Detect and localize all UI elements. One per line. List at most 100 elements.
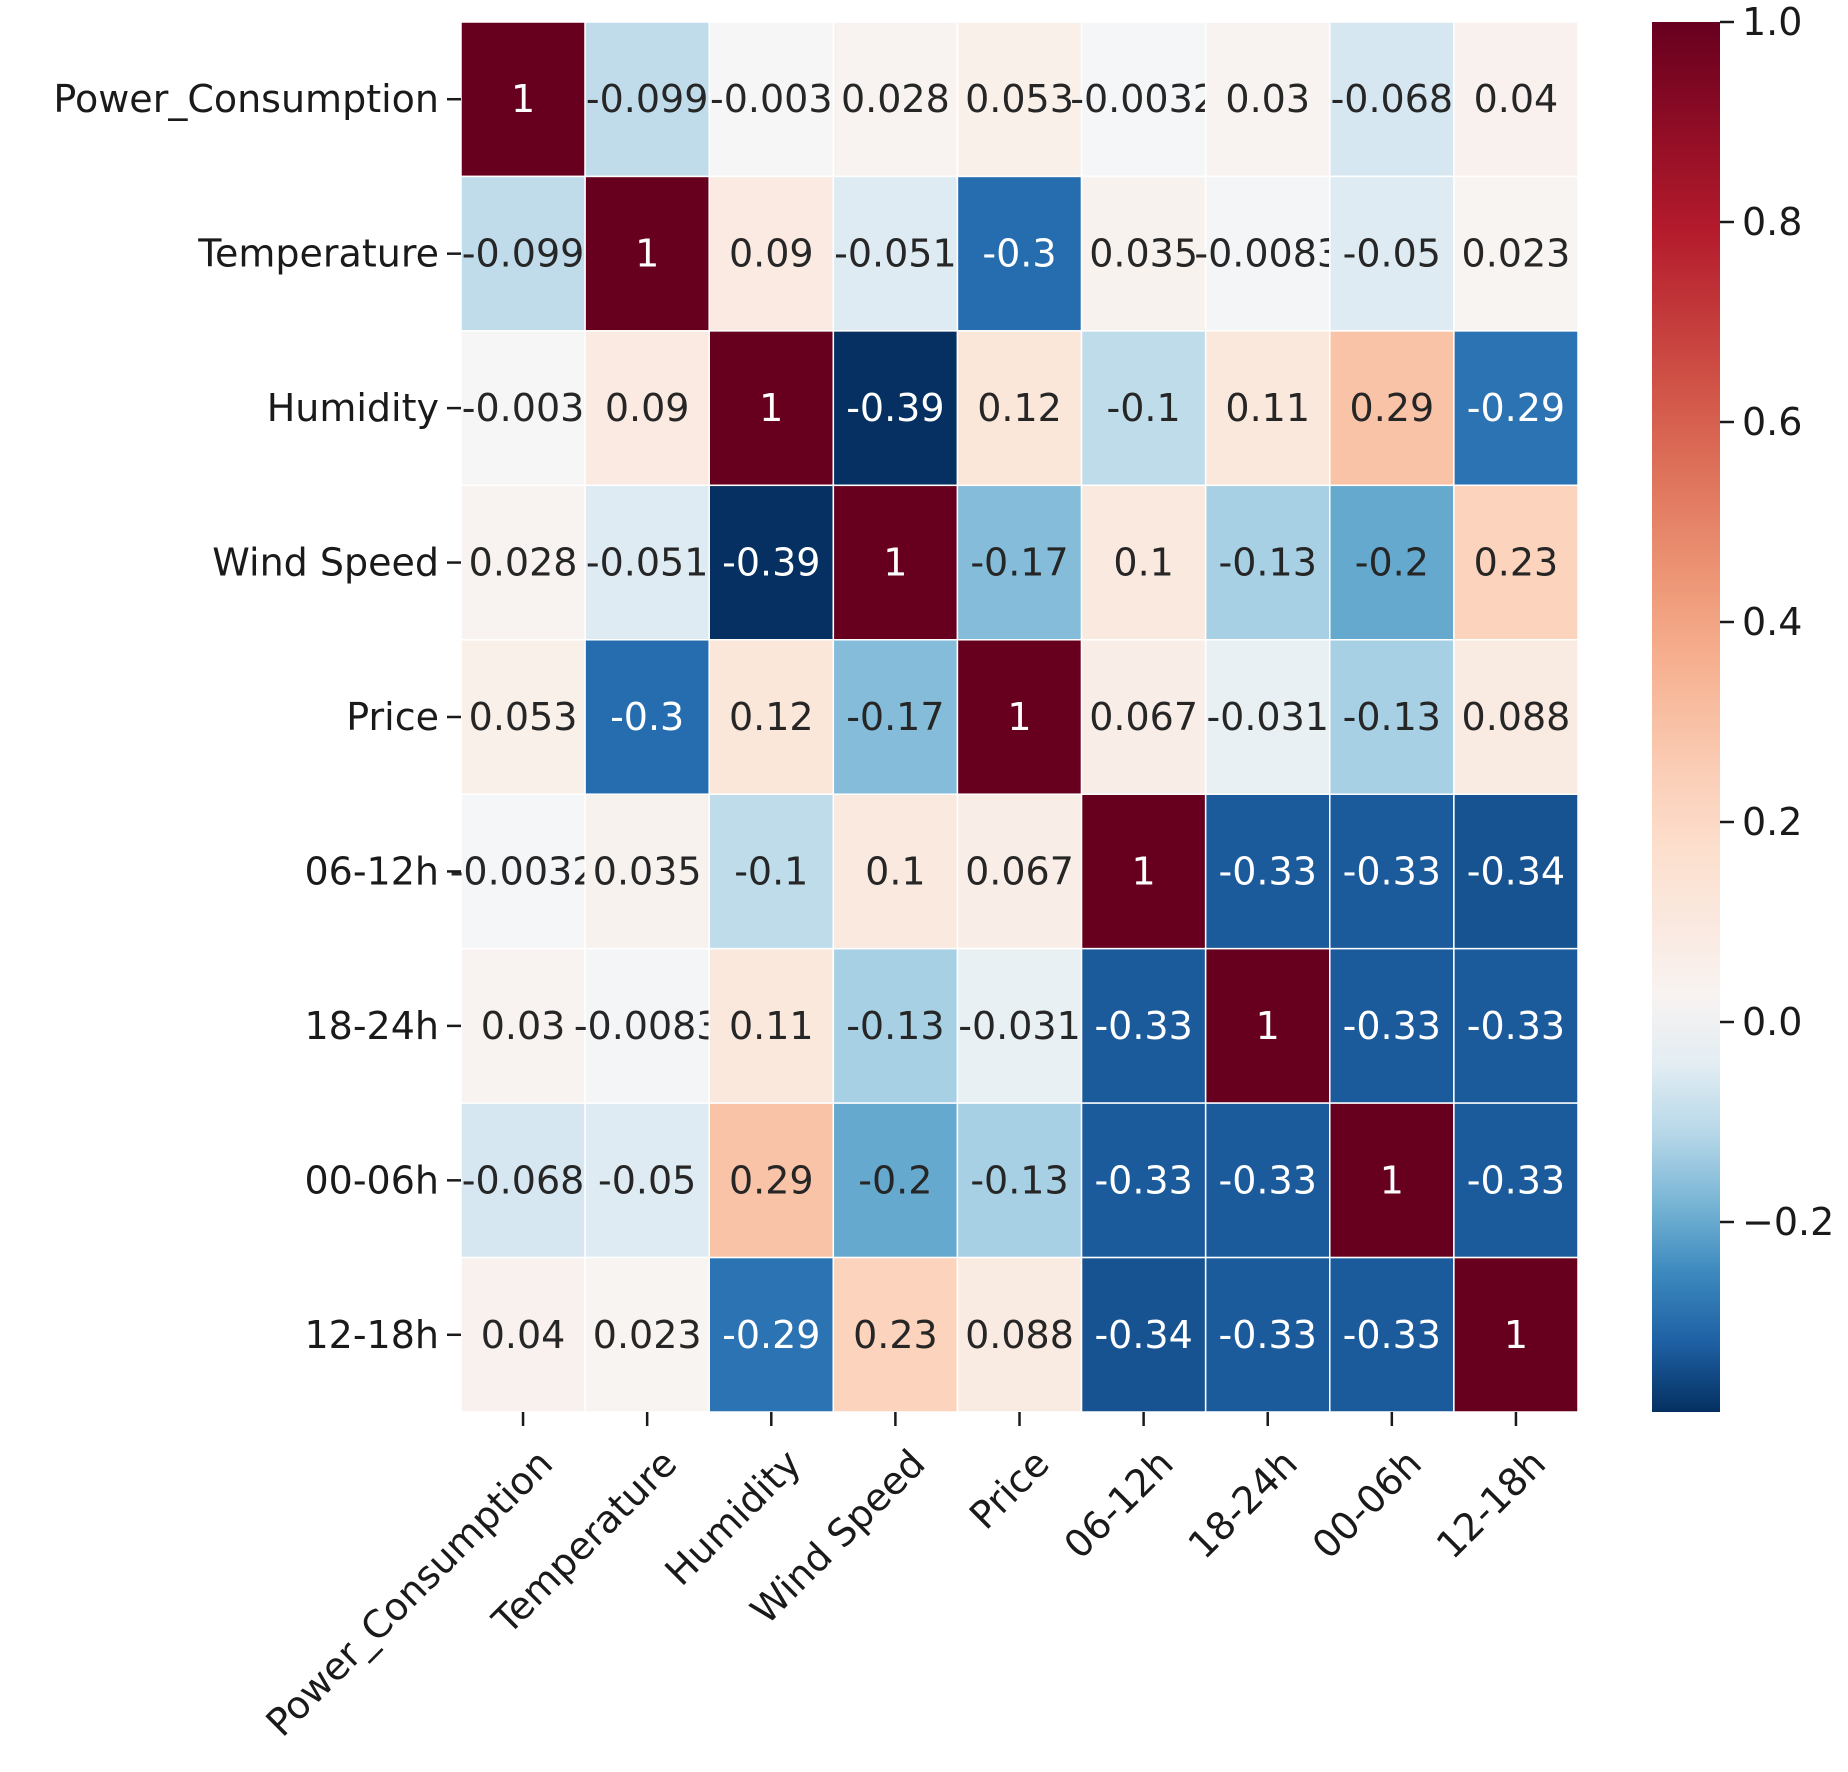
cell-value-label: -0.33	[1467, 1004, 1565, 1048]
heatmap-cell	[832, 1102, 959, 1259]
cell-value-label: -0.33	[1219, 1313, 1317, 1357]
y-tick-label: Temperature	[197, 232, 439, 276]
cell-value-label: -0.13	[1219, 541, 1317, 585]
colorbar: 1.0 0.8 0.6 0.4 0.2 0.0 −0.2	[1652, 0, 1834, 1412]
cell-value-label: 0.23	[853, 1313, 938, 1357]
heatmap-cell	[584, 793, 710, 950]
cell-value-label: 0.29	[1350, 386, 1435, 430]
heatmap-cell	[460, 484, 586, 641]
x-tick-label: 00-06h	[1304, 1441, 1430, 1567]
heatmap-cell	[956, 21, 1083, 178]
heatmap-cell	[708, 947, 835, 1104]
cell-value-label: 0.067	[1089, 695, 1198, 739]
cell-value-label: 0.03	[1225, 77, 1310, 121]
heatmap-cell	[832, 1256, 959, 1413]
cell-value-label: -0.05	[1343, 232, 1441, 276]
x-tick-label: Price	[961, 1441, 1058, 1538]
cell-value-label: 0.12	[729, 695, 814, 739]
cell-value-label: -0.33	[1219, 1158, 1317, 1202]
heatmap-cell	[708, 330, 835, 487]
heatmap-cell	[956, 1102, 1083, 1259]
cell-value-label: 1	[511, 77, 535, 121]
cell-value-label: -0.33	[1467, 1158, 1565, 1202]
heatmap-cell	[708, 1256, 835, 1413]
y-tick-label: Power_Consumption	[53, 77, 439, 121]
cell-value-label: 0.23	[1474, 541, 1559, 585]
heatmap-cell	[460, 330, 586, 487]
heatmap-cell	[708, 793, 835, 950]
cell-value-label: 1	[759, 386, 783, 430]
cell-value-label: 0.088	[965, 1313, 1074, 1357]
cell-value-label: -0.34	[1094, 1313, 1192, 1357]
cell-value-label: -0.39	[846, 386, 944, 430]
heatmap-cell	[832, 21, 959, 178]
heatmap-cell	[1329, 21, 1455, 178]
cell-value-label: -0.3	[610, 695, 684, 739]
heatmap-cell	[1204, 330, 1331, 487]
heatmap-cell	[956, 947, 1083, 1104]
cell-value-label: 0.09	[729, 232, 814, 276]
heatmap-cell	[956, 1256, 1083, 1413]
cell-value-label: 0.023	[1462, 232, 1571, 276]
heatmap-cell	[584, 639, 710, 795]
heatmap-cell	[1453, 1256, 1579, 1413]
cell-value-label: -0.13	[1343, 695, 1441, 739]
cell-value-label: 0.028	[841, 77, 950, 121]
cell-value-label: -0.17	[846, 695, 944, 739]
heatmap-cell	[708, 639, 835, 795]
cell-value-label: 1	[1132, 849, 1156, 893]
heatmap-cell	[1080, 21, 1207, 178]
heatmap-cell	[460, 21, 586, 178]
heatmap-cell	[1453, 484, 1579, 641]
heatmap-cell	[1453, 793, 1579, 950]
heatmap-cell	[460, 947, 586, 1104]
y-tick-label: Humidity	[267, 386, 439, 430]
heatmap-cell	[460, 1102, 586, 1259]
cell-value-label: -0.003	[710, 77, 833, 121]
heatmap-cell	[460, 793, 586, 950]
heatmap-cell	[832, 793, 959, 950]
heatmap-cell	[708, 175, 835, 332]
heatmap-cell	[1204, 947, 1331, 1104]
heatmap-cell	[832, 330, 959, 487]
cell-value-label: -0.0032	[450, 849, 597, 893]
cell-value-label: 0.12	[977, 386, 1062, 430]
heatmap-cell	[708, 1102, 835, 1259]
cell-value-label: 0.067	[965, 849, 1074, 893]
heatmap-cell	[584, 330, 710, 487]
heatmap-cell	[1080, 1256, 1207, 1413]
heatmap-cell	[832, 175, 959, 332]
cell-value-label: 1	[1256, 1004, 1280, 1048]
heatmap-cell	[1204, 175, 1331, 332]
y-axis-labels: Power_Consumption Temperature Humidity Wind…	[53, 77, 461, 1357]
y-tick-label: 12-18h	[304, 1313, 439, 1357]
cell-value-label: 0.11	[729, 1004, 814, 1048]
colorbar-tick-label: 0.8	[1742, 200, 1802, 244]
cell-value-label: 0.053	[965, 77, 1074, 121]
cell-value-label: -0.031	[958, 1004, 1081, 1048]
heatmap-cell	[1204, 639, 1331, 795]
cell-value-label: -0.2	[858, 1158, 932, 1202]
cell-value-label: -0.33	[1094, 1158, 1192, 1202]
cell-value-label: -0.05	[598, 1158, 696, 1202]
y-tick-label: 06-12h	[304, 849, 439, 893]
heatmap-cell	[584, 21, 710, 178]
heatmap-cell	[460, 639, 586, 795]
heatmap-cell	[708, 21, 835, 178]
cell-value-label: -0.29	[722, 1313, 820, 1357]
cell-value-label: -0.1	[1107, 386, 1181, 430]
cell-value-label: 0.053	[469, 695, 578, 739]
cell-value-label: -0.068	[1331, 77, 1454, 121]
heatmap-cell	[956, 793, 1083, 950]
cell-value-label: 0.035	[1089, 232, 1198, 276]
heatmap-cell	[832, 484, 959, 641]
cell-value-label: -0.051	[586, 541, 709, 585]
cell-value-label: 0.088	[1462, 695, 1571, 739]
y-tick-label: Price	[346, 695, 439, 739]
heatmap-cell	[1204, 1102, 1331, 1259]
x-axis-labels: Power_ConsumptionTemperatureHumidityWind…	[257, 1412, 1554, 1745]
cell-value-label: -0.2	[1355, 541, 1429, 585]
colorbar-tick-label: 1.0	[1742, 0, 1802, 44]
cell-value-label: 0.035	[593, 849, 702, 893]
